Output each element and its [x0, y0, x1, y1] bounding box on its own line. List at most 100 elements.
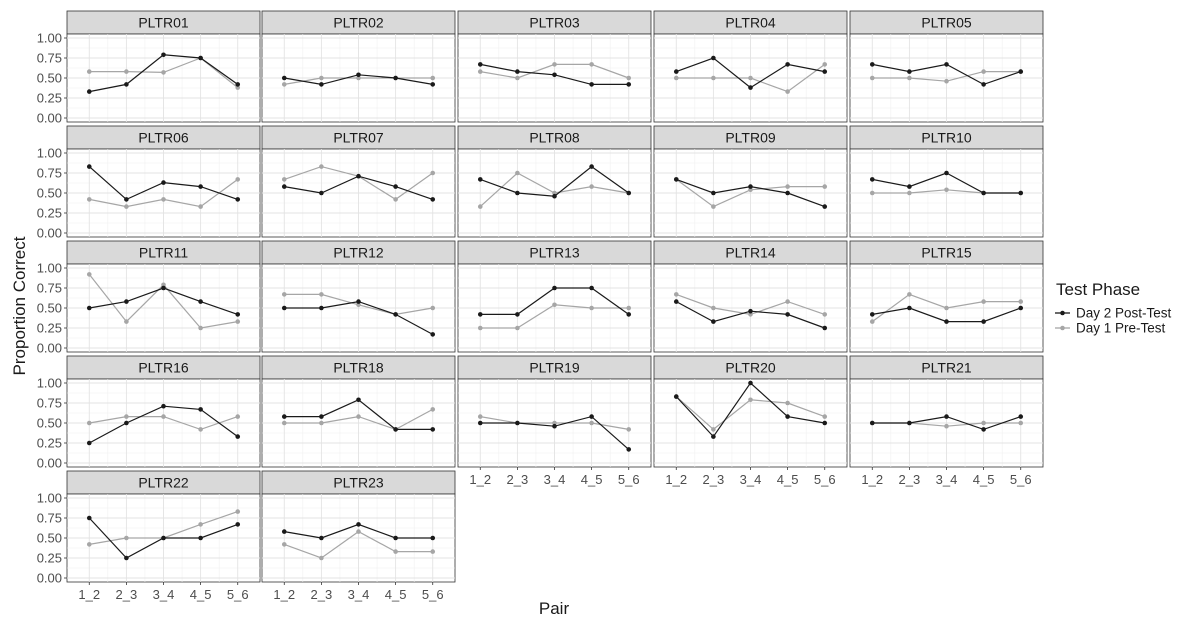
data-point-pre — [552, 302, 557, 308]
data-point-pre — [124, 535, 129, 541]
data-point-post — [430, 427, 436, 432]
data-point-pre — [198, 427, 203, 432]
facet-panel: PLTR04 — [653, 10, 848, 123]
data-point-post — [393, 427, 398, 432]
data-point-post — [86, 305, 92, 311]
y-tick-label: 0.75 — [37, 166, 62, 181]
data-point-post — [552, 423, 557, 429]
data-point-post — [281, 75, 287, 81]
y-tick-label: 0.75 — [37, 51, 62, 66]
facet-panel: PLTR06 0.00 0.25 0.50 0.75 1.00 — [37, 125, 261, 241]
data-point-pre — [430, 75, 436, 81]
facet-panel: PLTR18 — [261, 355, 456, 468]
data-point-pre — [589, 184, 594, 189]
data-point-post — [281, 414, 287, 419]
data-point-pre — [944, 187, 949, 193]
facet-panel: PLTR05 — [849, 10, 1044, 123]
y-tick-label: 0.00 — [37, 226, 62, 241]
data-point-post — [198, 407, 203, 412]
data-point-post — [319, 414, 324, 419]
data-point-post — [748, 85, 753, 90]
data-point-post — [515, 312, 520, 317]
facet-panel: PLTR07 — [261, 125, 456, 238]
data-point-post — [673, 299, 679, 304]
facet-panel: PLTR20 1_2 2_3 3_4 4_5 5_6 — [653, 355, 848, 487]
data-point-post — [907, 69, 912, 74]
data-point-post — [198, 299, 203, 304]
data-point-post — [356, 299, 361, 304]
data-point-post — [281, 305, 287, 311]
facet-strip-label: PLTR10 — [921, 130, 972, 146]
data-point-post — [1018, 305, 1024, 311]
x-tick-label: 3_4 — [544, 472, 566, 487]
data-point-pre — [235, 319, 241, 324]
data-point-pre — [198, 522, 203, 527]
data-point-pre — [626, 305, 632, 311]
data-point-pre — [869, 75, 875, 81]
data-point-pre — [944, 423, 949, 429]
data-point-pre — [589, 420, 594, 426]
facet-panel: PLTR21 1_2 2_3 3_4 4_5 5_6 — [849, 355, 1044, 487]
data-point-post — [673, 394, 679, 399]
facet-strip-label: PLTR22 — [138, 475, 189, 491]
facet-strip-label: PLTR08 — [529, 130, 580, 146]
data-point-post — [711, 319, 716, 324]
y-tick-label: 0.00 — [37, 111, 62, 126]
data-point-post — [124, 555, 129, 561]
x-tick-label: 4_5 — [973, 472, 995, 487]
facet-strip-label: PLTR12 — [333, 245, 384, 261]
y-tick-label: 0.50 — [37, 531, 62, 546]
data-point-pre — [869, 319, 875, 324]
facet-strip-label: PLTR19 — [529, 360, 580, 376]
data-point-post — [981, 190, 986, 196]
legend-key-point — [1060, 310, 1065, 316]
data-point-post — [907, 184, 912, 189]
x-tick-label: 2_3 — [116, 587, 138, 602]
data-point-post — [748, 184, 753, 189]
data-point-post — [711, 434, 716, 439]
data-point-pre — [515, 75, 520, 81]
data-point-post — [86, 515, 92, 521]
data-point-post — [477, 312, 483, 317]
x-tick-label: 4_5 — [777, 472, 799, 487]
x-tick-label: 1_2 — [665, 472, 687, 487]
data-point-post — [785, 190, 790, 196]
facet-panel: PLTR22 0.00 0.25 0.50 0.75 1.00 1_2 2_3 3_4 4_5 5_… — [37, 470, 261, 602]
data-point-pre — [626, 427, 632, 432]
data-point-pre — [356, 302, 361, 308]
x-tick-label: 5_6 — [618, 472, 640, 487]
data-point-pre — [124, 414, 129, 419]
data-point-pre — [198, 204, 203, 209]
data-point-post — [748, 380, 753, 386]
data-point-pre — [124, 204, 129, 209]
data-point-post — [124, 82, 129, 87]
data-point-post — [552, 193, 557, 199]
x-tick-label: 4_5 — [385, 587, 407, 602]
x-tick-label: 4_5 — [581, 472, 603, 487]
y-tick-label: 0.50 — [37, 186, 62, 201]
data-point-pre — [430, 407, 436, 412]
data-point-pre — [86, 69, 92, 74]
data-point-pre — [161, 70, 166, 75]
data-point-post — [907, 305, 912, 311]
data-point-post — [430, 535, 436, 541]
y-tick-label: 0.50 — [37, 71, 62, 86]
data-point-post — [944, 414, 949, 419]
data-point-post — [1018, 414, 1024, 419]
data-point-post — [589, 82, 594, 87]
data-point-pre — [822, 414, 828, 419]
data-point-pre — [86, 272, 92, 277]
data-point-post — [626, 190, 632, 196]
data-point-pre — [785, 184, 790, 189]
data-point-pre — [319, 75, 324, 81]
data-point-post — [1018, 69, 1024, 74]
data-point-post — [869, 177, 875, 182]
x-tick-label: 1_2 — [273, 587, 295, 602]
data-point-post — [124, 420, 129, 426]
data-point-pre — [907, 190, 912, 196]
y-tick-label: 0.50 — [37, 301, 62, 316]
data-point-post — [430, 82, 436, 87]
facet-panel: PLTR13 — [457, 240, 652, 353]
x-tick-label: 2_3 — [311, 587, 333, 602]
